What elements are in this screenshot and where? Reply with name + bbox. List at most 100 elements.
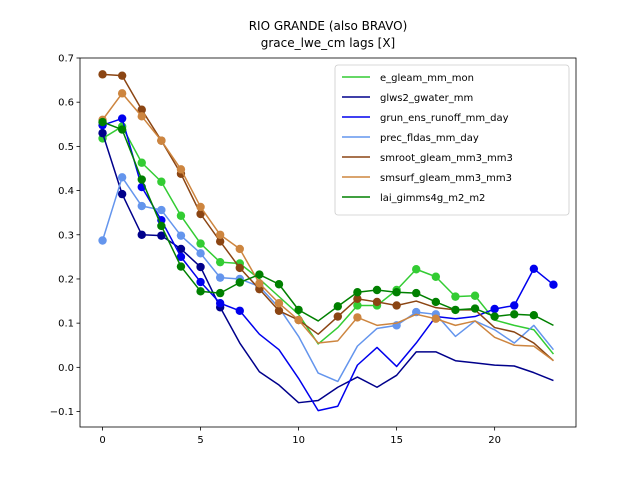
data-point-glws2_gwater_mm: [176, 244, 186, 254]
data-point-lai_gimms4g_m2_m2: [412, 288, 421, 298]
data-point-prec_fldas_mm_day: [176, 231, 186, 240]
data-point-lai_gimms4g_m2_m2: [235, 278, 244, 287]
data-point-e_gleam_mm_mon: [431, 272, 441, 281]
data-point-lai_gimms4g_m2_m2: [490, 312, 499, 321]
data-point-smroot_gleam_mm3_mm3: [98, 70, 107, 79]
legend-box: [334, 64, 570, 216]
y-tick-label: 0.2: [58, 274, 74, 285]
data-point-lai_gimms4g_m2_m2: [98, 117, 107, 127]
y-tick-label: 0.4: [58, 186, 74, 197]
series-e_gleam_mm_mon: [98, 122, 555, 355]
data-point-smsurf_gleam_mm3_mm3: [255, 279, 264, 288]
data-point-lai_gimms4g_m2_m2: [372, 285, 382, 295]
data-point-lai_gimms4g_m2_m2: [353, 288, 362, 297]
chart-subtitle: grace_lwe_cm lags [X]: [261, 36, 395, 50]
data-point-prec_fldas_mm_day: [137, 201, 146, 211]
data-point-lai_gimms4g_m2_m2: [157, 221, 166, 231]
data-point-smroot_gleam_mm3_mm3: [255, 284, 264, 294]
y-tick-label: 0.1: [58, 319, 74, 330]
y-tick-label: 0.3: [58, 230, 74, 241]
data-point-e_gleam_mm_mon: [137, 158, 146, 167]
data-point-lai_gimms4g_m2_m2: [510, 310, 519, 319]
y-tick-label: 0.7: [58, 54, 74, 65]
data-point-prec_fldas_mm_day: [196, 249, 205, 258]
data-point-smroot_gleam_mm3_mm3: [235, 263, 244, 273]
data-point-smsurf_gleam_mm3_mm3: [353, 313, 362, 322]
data-point-smsurf_gleam_mm3_mm3: [235, 244, 244, 254]
data-point-glws2_gwater_mm: [196, 262, 205, 272]
data-point-grun_ens_runoff_mm_day: [196, 277, 205, 287]
data-point-grun_ens_runoff_mm_day: [529, 264, 539, 273]
data-point-smsurf_gleam_mm3_mm3: [117, 89, 127, 98]
x-tick-label: 15: [390, 435, 403, 446]
data-point-grun_ens_runoff_mm_day: [176, 252, 186, 262]
data-point-smsurf_gleam_mm3_mm3: [274, 299, 284, 308]
data-point-lai_gimms4g_m2_m2: [392, 288, 401, 297]
data-point-e_gleam_mm_mon: [412, 265, 421, 274]
series-smsurf_gleam_mm3_mm3: [98, 89, 554, 362]
data-point-smroot_gleam_mm3_mm3: [215, 237, 225, 246]
legend-entry-prec_fldas_mm_day: prec_fldas_mm_day: [380, 133, 479, 144]
x-tick-label: 0: [99, 435, 105, 446]
y-tick-label: 0.5: [58, 142, 74, 153]
data-point-prec_fldas_mm_day: [117, 173, 127, 182]
data-point-lai_gimms4g_m2_m2: [196, 287, 205, 296]
y-tick-label: 0.0: [58, 363, 74, 374]
chart-title: RIO GRANDE (also BRAVO): [249, 19, 408, 33]
y-tick-label: 0.6: [58, 98, 74, 109]
series-line-smsurf_gleam_mm3_mm3: [101, 92, 554, 362]
plot-area: [98, 70, 558, 412]
data-point-e_gleam_mm_mon: [176, 211, 186, 220]
data-point-e_gleam_mm_mon: [196, 239, 205, 248]
data-point-lai_gimms4g_m2_m2: [137, 175, 146, 184]
data-point-smsurf_gleam_mm3_mm3: [215, 230, 225, 239]
data-point-prec_fldas_mm_day: [215, 273, 225, 282]
legend-entry-e_gleam_mm_mon: e_gleam_mm_mon: [380, 73, 474, 84]
data-point-grun_ens_runoff_mm_day: [235, 306, 244, 315]
data-point-lai_gimms4g_m2_m2: [333, 302, 342, 311]
data-point-e_gleam_mm_mon: [451, 292, 460, 301]
data-point-lai_gimms4g_m2_m2: [255, 270, 264, 279]
data-point-lai_gimms4g_m2_m2: [451, 305, 460, 315]
data-point-smroot_gleam_mm3_mm3: [137, 105, 146, 114]
data-point-lai_gimms4g_m2_m2: [431, 297, 441, 307]
data-point-grun_ens_runoff_mm_day: [510, 301, 519, 310]
legend-entry-lai_gimms4g_m2_m2: lai_gimms4g_m2_m2: [380, 193, 485, 204]
legend-entry-glws2_gwater_mm: glws2_gwater_mm: [380, 93, 473, 104]
axes: 0 5 10 15 20 −0.1 0.0 0.1 0.2 0.3 0.4 0.5 0.6 0.7: [50, 54, 577, 446]
data-point-lai_gimms4g_m2_m2: [215, 288, 225, 298]
legend-entry-grun_ens_runoff_mm_day: grun_ens_runoff_mm_day: [380, 113, 509, 124]
data-point-e_gleam_mm_mon: [353, 301, 362, 310]
data-point-smroot_gleam_mm3_mm3: [274, 306, 284, 315]
data-point-prec_fldas_mm_day: [98, 236, 107, 245]
legend: e_gleam_mm_mon glws2_gwater_mm grun_ens_ru…: [334, 64, 570, 216]
data-point-smroot_gleam_mm3_mm3: [196, 209, 205, 219]
data-point-grun_ens_runoff_mm_day: [490, 304, 499, 314]
data-point-smsurf_gleam_mm3_mm3: [176, 165, 186, 174]
data-point-glws2_gwater_mm: [117, 189, 127, 199]
series-line-prec_fldas_mm_day: [101, 176, 555, 383]
y-tick-label: −0.1: [50, 407, 74, 418]
data-point-smroot_gleam_mm3_mm3: [117, 71, 127, 80]
x-tick-label: 10: [292, 435, 305, 446]
series-line-grun_ens_runoff_mm_day: [102, 117, 554, 412]
data-point-e_gleam_mm_mon: [215, 257, 225, 267]
data-point-prec_fldas_mm_day: [157, 205, 166, 215]
data-point-glws2_gwater_mm: [137, 230, 146, 239]
data-point-e_gleam_mm_mon: [470, 291, 480, 300]
data-point-smsurf_gleam_mm3_mm3: [431, 314, 441, 323]
data-point-lai_gimms4g_m2_m2: [274, 280, 284, 289]
data-point-smsurf_gleam_mm3_mm3: [294, 315, 303, 325]
data-point-glws2_gwater_mm: [98, 128, 107, 138]
data-point-lai_gimms4g_m2_m2: [117, 125, 127, 134]
data-point-lai_gimms4g_m2_m2: [294, 305, 303, 315]
series-line-e_gleam_mm_mon: [102, 125, 555, 355]
data-point-grun_ens_runoff_mm_day: [549, 280, 558, 289]
data-point-lai_gimms4g_m2_m2: [470, 304, 480, 313]
data-point-lai_gimms4g_m2_m2: [529, 311, 539, 320]
data-point-smsurf_gleam_mm3_mm3: [157, 136, 166, 145]
data-point-e_gleam_mm_mon: [157, 177, 166, 186]
data-point-smroot_gleam_mm3_mm3: [353, 294, 362, 304]
data-point-smroot_gleam_mm3_mm3: [392, 301, 401, 310]
